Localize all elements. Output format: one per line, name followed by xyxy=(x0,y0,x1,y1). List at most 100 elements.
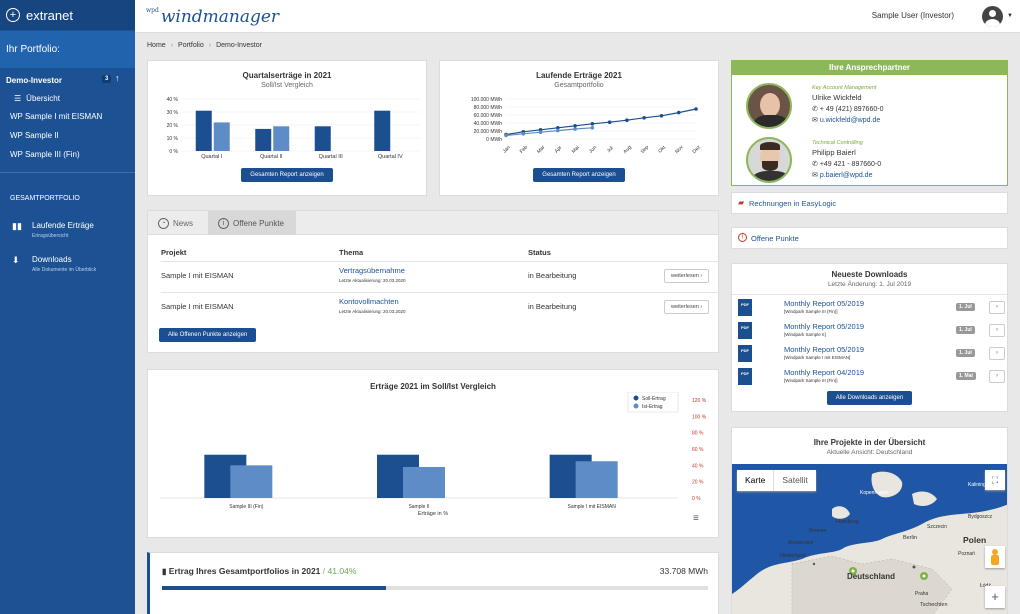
windmanager-logo[interactable]: wpd windmanager xyxy=(146,7,279,27)
quartal-report-button[interactable]: Gesamten Report anzeigen xyxy=(241,168,333,182)
contact-mail[interactable]: ✉ u.wickfeld@wpd.de xyxy=(812,116,880,124)
zoom-in-icon[interactable]: + xyxy=(985,586,1005,608)
row-thema[interactable]: Kontovollmachten xyxy=(339,297,399,306)
contact-mail[interactable]: ✉ p.baierl@wpd.de xyxy=(812,171,872,179)
col-header-status: Status xyxy=(528,248,551,257)
offene-punkte-card[interactable]: ! Offene Punkte xyxy=(731,227,1008,249)
data-point xyxy=(573,127,577,131)
bar xyxy=(230,465,273,498)
y-tick-label: 10 % xyxy=(167,136,179,142)
list-item[interactable]: PDF Monthly Report 04/2019 [Windpark Sam… xyxy=(738,367,1008,390)
data-point xyxy=(590,122,595,126)
sidebar-item-demo-investor[interactable]: Demo-Investor 3 ↑ xyxy=(0,71,135,89)
breadcrumb-current: Demo-Investor xyxy=(216,42,262,49)
laufend-card: Laufende Erträge 2021 Gesamtportfolio 0 … xyxy=(439,60,719,196)
fullscreen-icon[interactable]: ⛶ xyxy=(985,470,1005,490)
laufend-report-button[interactable]: Gesamten Report anzeigen xyxy=(533,168,625,182)
laufend-subtitle: Gesamtportfolio xyxy=(554,82,604,89)
data-point xyxy=(676,110,681,115)
contact-role: Key Account Management xyxy=(812,85,877,91)
link-title: Downloads xyxy=(32,255,72,264)
date-badge: 1. Jul xyxy=(956,349,975,357)
clock-icon: ◔ xyxy=(158,217,169,229)
breadcrumb-home[interactable]: Home xyxy=(147,42,166,49)
pegman-icon[interactable] xyxy=(985,546,1005,568)
list-item[interactable]: PDF Monthly Report 05/2019 [Windpark Sam… xyxy=(738,298,1008,321)
sidebar-item-sample-1[interactable]: WP Sample I mit EISMAN xyxy=(10,112,103,121)
pdf-icon: PDF xyxy=(738,322,752,339)
sidebar-link-downloads[interactable]: ⬇ Downloads Alle Dokumente im Überblick xyxy=(0,255,135,279)
date-badge: 1. Mai xyxy=(956,372,976,380)
chevron-right-icon[interactable]: › xyxy=(989,324,1005,337)
sidebar-item-sample-2[interactable]: WP Sample II xyxy=(10,131,59,140)
sidebar-item-overview[interactable]: ☰ Übersicht xyxy=(0,89,135,107)
sidebar-item-sample-3[interactable]: WP Sample III (Fin) xyxy=(10,150,80,159)
avatar[interactable] xyxy=(982,6,1003,27)
y-tick-label: 20.000 MWh xyxy=(474,129,503,135)
download-sub: [Windpark Sample III (Fin)] xyxy=(784,309,838,314)
map-view[interactable] xyxy=(732,464,1008,614)
map-label-deutschland: Deutschland xyxy=(847,572,896,581)
weiterlesen-label: weiterlesen xyxy=(671,273,699,279)
chevron-right-icon[interactable]: › xyxy=(989,347,1005,360)
download-title[interactable]: Monthly Report 05/2019 xyxy=(784,322,865,331)
quartal-subtitle: Soll/Ist Vergleich xyxy=(261,82,313,89)
tab-offene-punkte[interactable]: i Offene Punkte xyxy=(208,211,296,235)
caret-down-icon[interactable]: ▼ xyxy=(1007,13,1013,19)
sidebar-brand[interactable]: + extranet xyxy=(0,0,135,30)
chevron-right-icon[interactable]: › xyxy=(989,301,1005,314)
phone-icon: ✆ xyxy=(812,161,818,168)
bar xyxy=(255,128,272,151)
breadcrumb-portfolio[interactable]: Portfolio xyxy=(178,42,204,49)
rechnungen-link[interactable]: Rechnungen in EasyLogic xyxy=(749,199,837,208)
x-tick-label: Dez xyxy=(691,144,702,155)
offene-punkte-link[interactable]: Offene Punkte xyxy=(751,234,799,243)
sidebar-link-ertraege[interactable]: ▮▮ Laufende Erträge Ertragsübersicht xyxy=(0,221,135,245)
link-subtitle: Ertragsübersicht xyxy=(32,233,69,239)
chevron-right-icon: › xyxy=(170,42,174,49)
chevron-up-icon[interactable]: ↑ xyxy=(115,73,120,83)
downloads-title: Neueste Downloads xyxy=(831,270,908,279)
quartal-chart: 0 % 10 % 20 % 30 % 40 % Quartal I Quartal II Qu… xyxy=(167,97,420,160)
list-item[interactable]: PDF Monthly Report 05/2019 [Windpark Sam… xyxy=(738,344,1008,367)
tab-satellit[interactable]: Satellit xyxy=(773,470,816,491)
download-title[interactable]: Monthly Report 04/2019 xyxy=(784,368,865,377)
map-type-tabs: Karte Satellit xyxy=(737,470,816,491)
sidebar-divider xyxy=(0,172,135,173)
y-tick-label: 0 MWh xyxy=(486,137,502,143)
user-name[interactable]: Sample User (Investor) xyxy=(871,11,954,20)
ansprech-card: Ihre Ansprechpartner Key Account Managem… xyxy=(731,60,1008,186)
tab-karte[interactable]: Karte xyxy=(745,475,766,485)
weiterlesen-button[interactable]: weiterlesen › xyxy=(664,269,710,283)
x-tick-label: Sample I mit EISMAN xyxy=(567,504,616,510)
map-label-poznan: Poznań xyxy=(958,551,975,557)
y-tick-label: 20 % xyxy=(692,480,704,486)
x-tick-label: Mai xyxy=(571,145,581,155)
chevron-right-icon[interactable]: › xyxy=(989,370,1005,383)
x-tick-label: Aug xyxy=(622,144,633,155)
map-label-amsterdam: Amsterdam xyxy=(788,540,814,546)
legend-label: Ist-Ertrag xyxy=(642,404,663,410)
menu-icon[interactable]: ≡ xyxy=(693,513,699,524)
alle-downloads-button[interactable]: Alle Downloads anzeigen xyxy=(826,391,913,405)
tab-news[interactable]: ◔ News xyxy=(158,211,193,235)
list-icon: ☰ xyxy=(14,93,22,103)
pdf-icon: PDF xyxy=(738,345,752,362)
plus-circle-icon[interactable]: + xyxy=(6,8,20,22)
download-title[interactable]: Monthly Report 05/2019 xyxy=(784,345,865,354)
rechnungen-card[interactable]: ▰ Rechnungen in EasyLogic xyxy=(731,192,1008,214)
x-tick-label: Jan xyxy=(502,145,512,155)
download-title[interactable]: Monthly Report 05/2019 xyxy=(784,299,865,308)
map-subtitle: Aktuelle Ansicht: Deutschland xyxy=(826,449,913,456)
link-title: Laufende Erträge xyxy=(32,221,94,230)
x-tick-label: Okt xyxy=(657,144,667,154)
contact-phone-value: + 49 (421) 897660-0 xyxy=(819,106,884,113)
bar xyxy=(195,110,212,151)
row-thema[interactable]: Vertragsübernahme xyxy=(339,266,405,275)
alle-offenen-punkte-button[interactable]: Alle Offenen Punkte anzeigen xyxy=(159,328,257,342)
weiterlesen-button[interactable]: weiterlesen › xyxy=(664,300,710,314)
contact-photo xyxy=(746,137,792,183)
list-item[interactable]: PDF Monthly Report 05/2019 [Windpark Sam… xyxy=(738,321,1008,344)
x-tick-label: Sample II xyxy=(408,504,429,510)
bar-chart-icon: ▮▮ xyxy=(12,221,22,231)
